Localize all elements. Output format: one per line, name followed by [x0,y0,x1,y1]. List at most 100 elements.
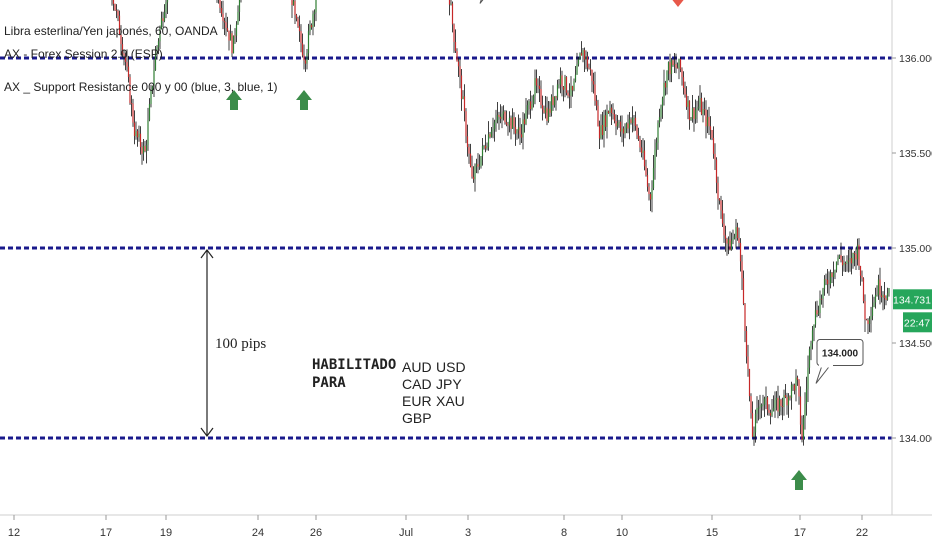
candle-body [694,110,697,119]
candle-body [768,410,770,413]
candle-body [163,12,166,21]
candle-body [717,182,719,199]
candle-body [723,223,725,236]
candle-body [112,0,115,4]
candle-body [769,412,772,416]
candle-body [831,272,833,278]
candle-body [712,137,715,154]
candle-body [873,302,875,308]
candle-body [732,238,734,241]
candle-body [142,145,145,154]
candle-body [651,188,653,200]
candle-body [295,15,298,19]
candle-body [238,0,241,12]
price-axis[interactable]: 134.000 134.500 135.000 135.500 136.000 [892,53,932,445]
candle-body [817,312,820,315]
candle-body [138,133,140,138]
candle-body [484,145,487,149]
countdown-label: 22:47 [904,317,930,329]
candle-body [783,395,785,407]
candle-body [666,70,668,88]
candle-body [634,117,637,126]
candle-body [757,407,760,409]
candle-body [672,60,674,66]
candle-body [756,407,758,414]
candle-body [882,294,884,298]
x-tick-label: 26 [310,527,322,539]
candle-body [582,49,584,56]
candle-body [688,100,691,121]
indicator-support-resistance[interactable]: AX _ Support Resistance 000 y 00 (blue, … [4,80,278,94]
candle-body [465,111,467,137]
candle-body [535,78,538,86]
candle-body [799,396,802,425]
candle-body [537,85,539,87]
x-tick-label: 24 [252,527,264,539]
candle-body [661,98,664,107]
candle-body [888,288,890,294]
candle-body [819,298,821,313]
candlestick-series [111,0,890,446]
candle-body [810,343,812,350]
candle-body [598,126,601,139]
candle-body [600,124,602,139]
candle-body [690,118,692,121]
x-tick-label: 17 [100,527,112,539]
candle-body [870,315,872,320]
candle-body [471,165,473,177]
candle-body [454,41,457,51]
price-callout: 134.000 [815,339,864,384]
candle-body [760,404,763,407]
candle-body [313,12,316,15]
candle-body [682,77,685,88]
candle-body [762,404,764,406]
candle-body [297,18,299,27]
candle-body [837,257,839,262]
candle-body [118,15,121,35]
candle-body [609,107,611,114]
candle-body [699,98,701,107]
candle-body [292,0,295,5]
candle-body [862,278,865,302]
candle-body [820,298,823,300]
candle-body [294,0,296,16]
candle-body [567,92,569,96]
candle-body [724,235,727,239]
time-axis[interactable]: 12 17 19 24 26 Jul 3 8 10 15 17 22 [8,515,868,539]
candle-body [843,263,845,266]
candle-body [504,111,506,123]
candle-body [775,397,778,401]
candle-body [714,153,716,160]
candle-body [828,284,830,285]
candle-body [861,275,863,279]
candle-body [165,2,167,13]
candle-body [814,310,817,325]
symbol-title: Libra esterlina/Yen japonés, 60, OANDA [4,24,218,38]
candle-body [796,377,799,380]
candle-body [508,117,511,126]
candle-body [117,10,119,16]
candle-body [159,28,161,42]
candle-body [501,113,503,119]
currency-code: GBP [402,410,432,426]
candle-body [750,396,752,414]
candle-body [225,22,227,29]
candle-body [877,279,880,295]
candle-body [787,396,790,406]
candle-body [774,400,776,408]
candle-body [844,263,847,265]
arrow-up-icon [791,470,807,490]
candle-body [499,116,502,119]
indicator-forex-session[interactable]: AX - Forex Session 2.0 (ESP) [4,47,163,61]
candle-body [853,252,856,255]
candle-body [534,78,536,97]
candle-body [720,200,722,211]
candle-body [847,260,850,262]
candle-body [663,82,665,99]
candle-body [510,117,512,129]
candle-body [715,159,718,183]
candle-body [523,119,526,125]
y-tick-label: 135.000 [899,243,932,255]
candle-body [709,126,712,130]
